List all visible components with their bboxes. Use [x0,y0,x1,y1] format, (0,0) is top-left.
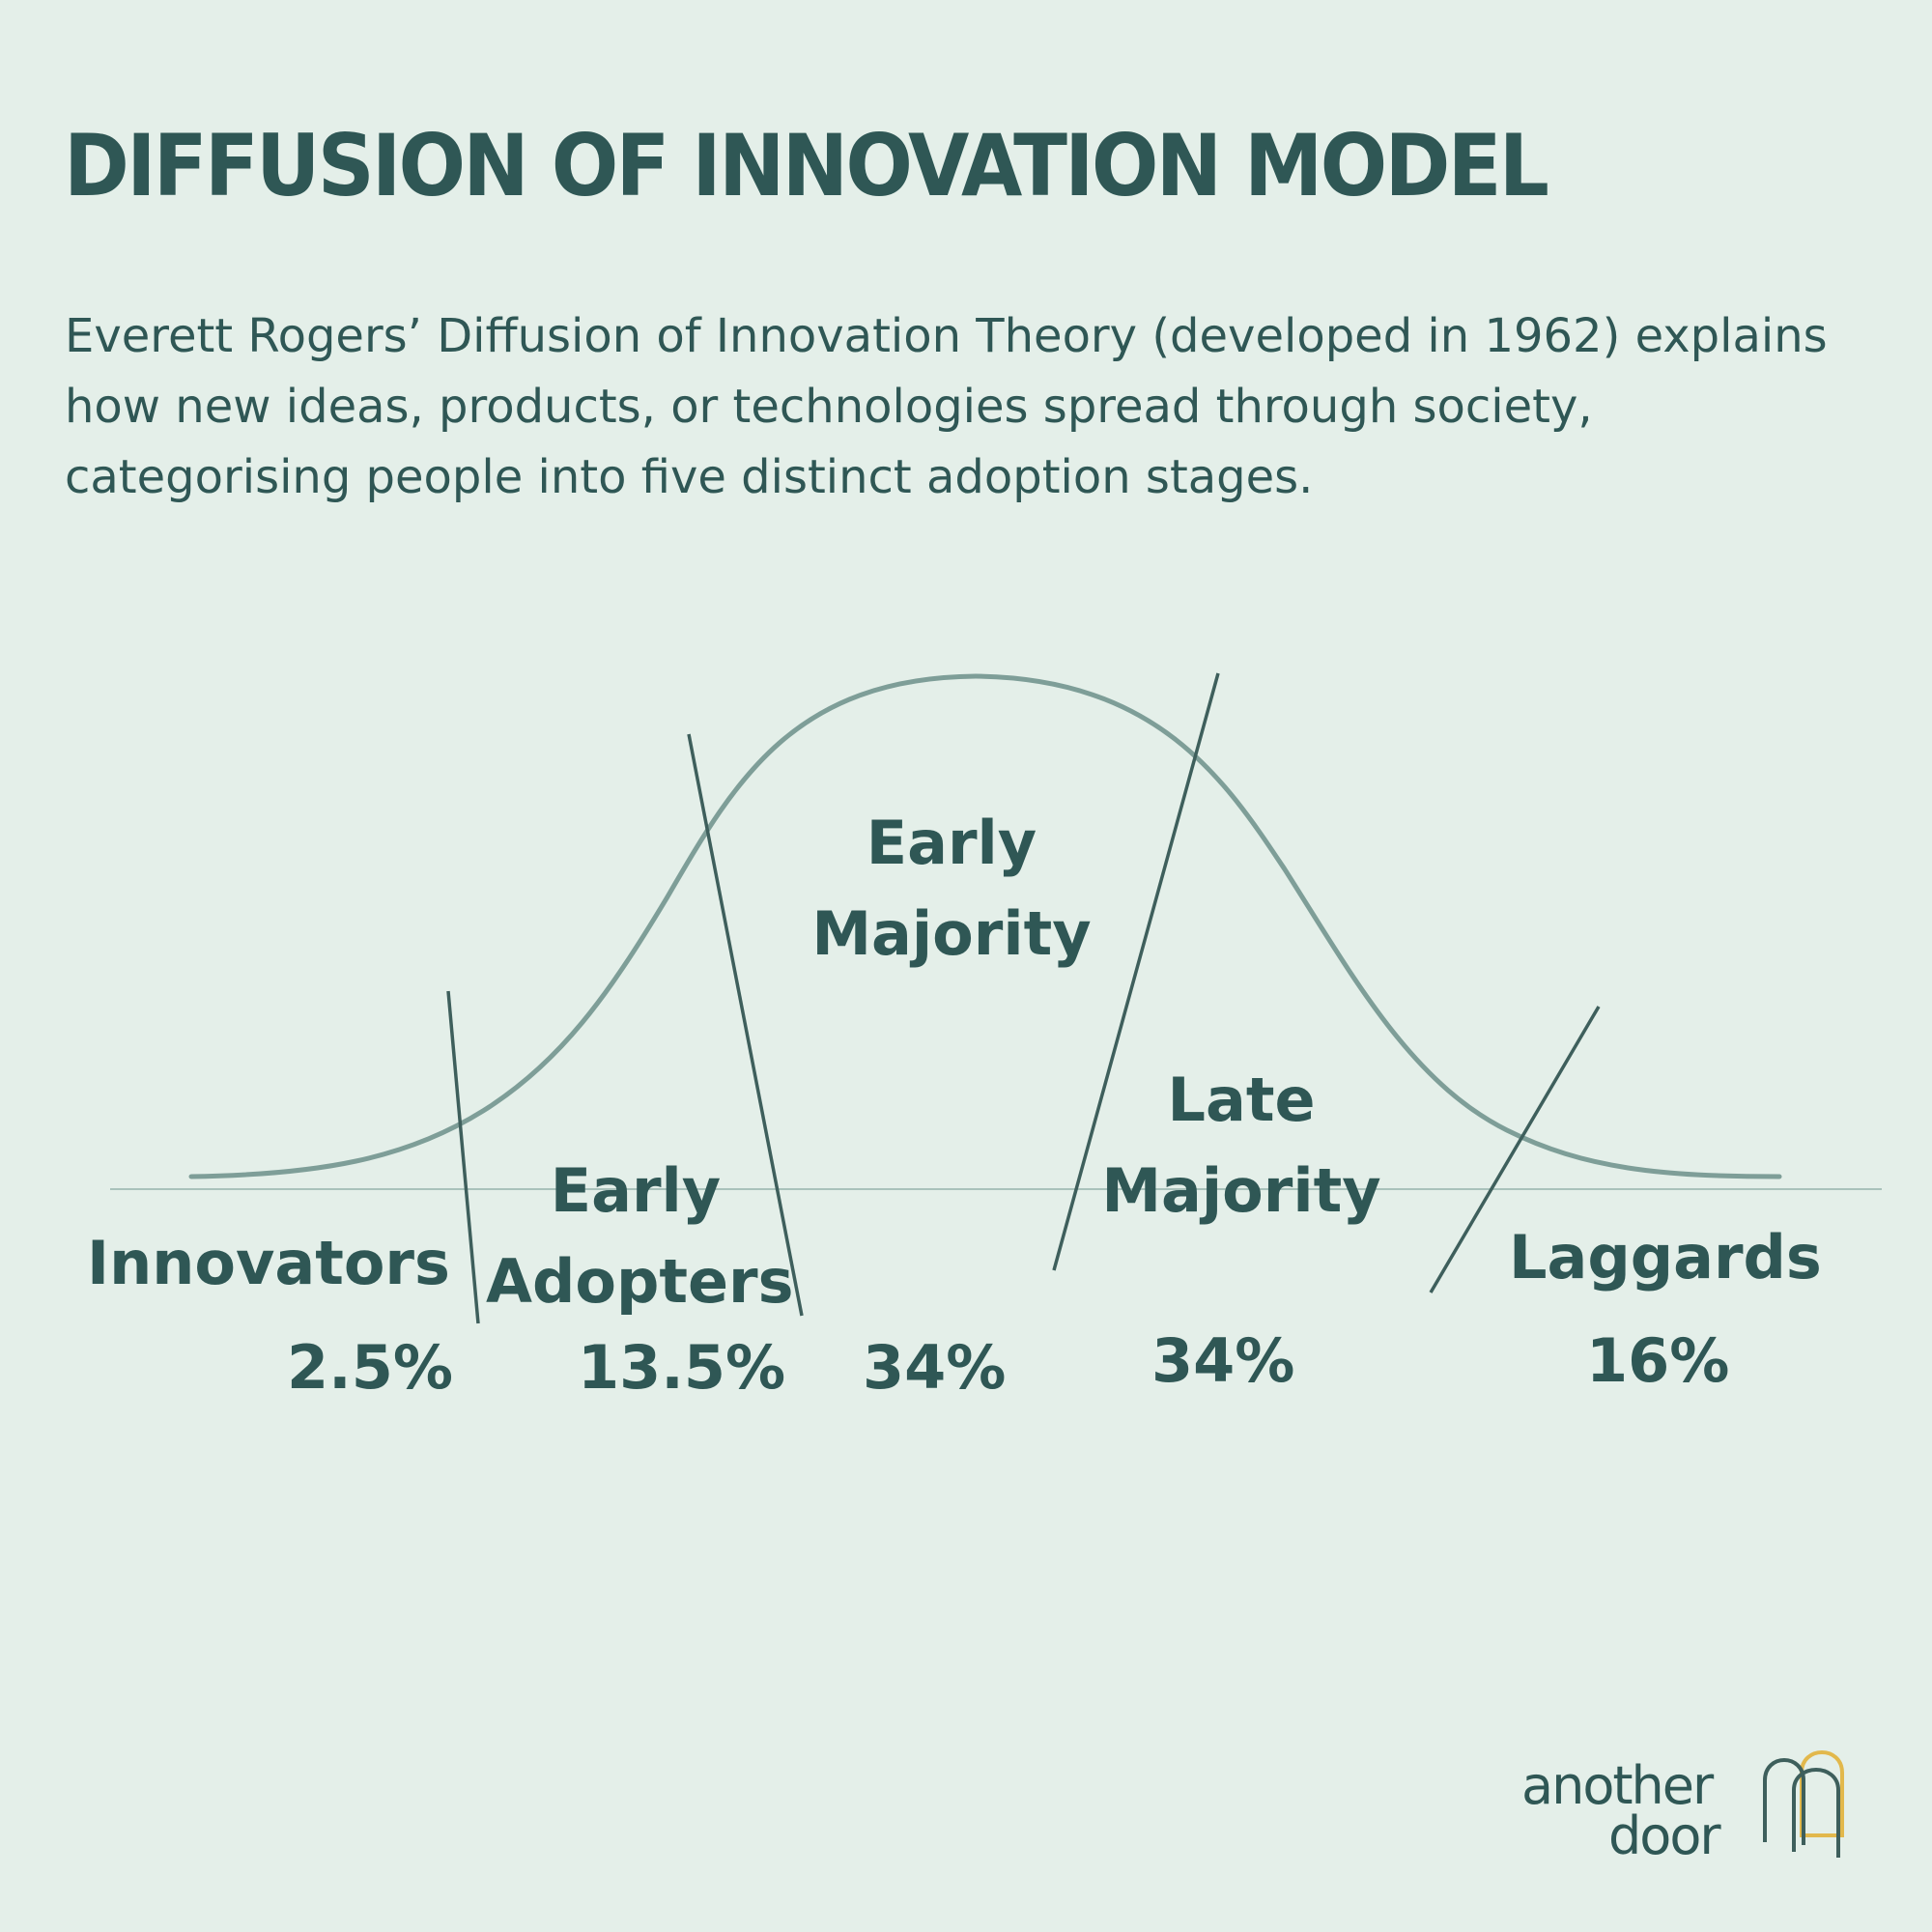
logo-wordmark: another door [1521,1755,1721,1866]
label-late-majority: Late Majority [1096,1070,1386,1221]
label-early-majority: Early Majority [807,813,1096,964]
divider-early-adopters [687,733,804,1317]
logo-line-2: door [1608,1805,1721,1866]
divider-early-majority [1052,672,1220,1271]
label-late-majority-line1: Late [1167,1065,1316,1135]
intro-paragraph: Everett Rogers’ Diffusion of Innovation … [65,301,1900,513]
percent-early-adopters: 13.5% [578,1332,786,1403]
label-early-adopters-line1: Early [550,1155,722,1226]
percent-late-majority: 34% [1151,1325,1295,1396]
door-icon [1763,1750,1844,1858]
intro-line-1: Everett Rogers’ Diffusion of Innovation … [65,309,1828,363]
label-laggards: Laggards [1509,1222,1822,1293]
page-title: DIFFUSION OF INNOVATION MODEL [64,116,1549,215]
label-early-majority-line1: Early [866,808,1037,878]
label-early-adopters: Early Adopters [486,1155,794,1317]
divider-late-majority [1429,1006,1601,1293]
bell-curve [188,673,1782,1179]
label-late-majority-line2: Majority [1101,1155,1381,1226]
divider-innovators [446,990,480,1324]
percent-innovators: 2.5% [287,1332,453,1403]
label-early-majority-line2: Majority [811,898,1092,969]
percent-early-majority: 34% [863,1332,1007,1403]
intro-line-3: categorising people into five distinct a… [65,450,1314,504]
another-door-logo: another door [1521,1734,1869,1879]
logo-line-1: another [1521,1755,1714,1816]
intro-line-2: how new ideas, products, or technologies… [65,380,1593,434]
percent-laggards: 16% [1586,1325,1730,1396]
label-early-adopters-line2: Adopters [486,1246,794,1317]
label-innovators: Innovators [87,1228,450,1298]
